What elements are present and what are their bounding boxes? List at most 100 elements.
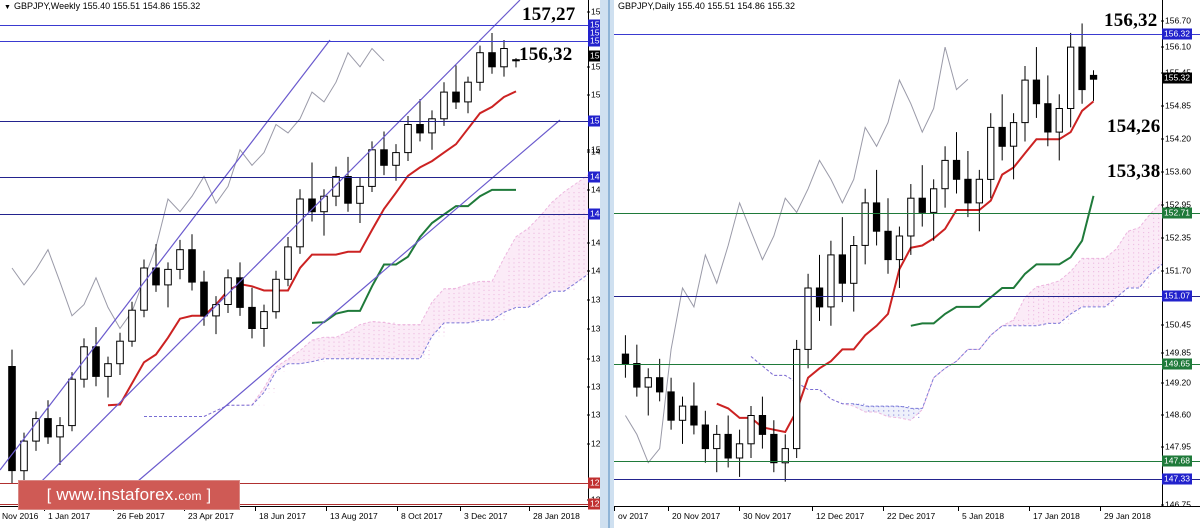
watermark-url: www.instaforex	[56, 485, 174, 504]
candle-body	[975, 178, 984, 204]
candle-body	[907, 197, 915, 237]
plot-area-weekly[interactable]: 157,27 156,32	[0, 0, 588, 506]
candle-body	[92, 346, 100, 377]
candle-body	[380, 149, 388, 166]
horizontal-price-level	[0, 41, 588, 42]
candle-body	[781, 448, 789, 464]
candle-body	[678, 405, 687, 421]
candle-body	[164, 268, 172, 286]
trendline	[17, 0, 521, 506]
plot-area-daily[interactable]: 156,32 154,26 153,38	[614, 0, 1200, 506]
chart-pane-daily[interactable]: 156,32 154,26 153,38 GBPJPY,Daily 155.40 1…	[600, 0, 1200, 528]
pane-divider[interactable]	[600, 0, 614, 528]
candle-body	[861, 202, 869, 246]
price-axis-tick: 133.10	[587, 382, 600, 392]
candle-body	[20, 440, 28, 472]
senkou-span-b	[144, 273, 588, 417]
chart-annotation: 156,32	[1104, 10, 1158, 31]
ichimoku-cloud	[933, 201, 1162, 378]
time-axis-weekly[interactable]: Nov 2016 1 Jan 2017 26 Feb 2017 23 Apr 2017…	[0, 506, 600, 528]
chart-pane-weekly[interactable]: 157,27 156,32 ▼ GBPJPY,Weekly 155.40 155.5…	[0, 0, 600, 528]
price-level-label: 155.32	[588, 50, 600, 62]
candle-body	[32, 418, 40, 442]
price-axis-tick: 129.15	[587, 439, 600, 449]
candle-body	[656, 377, 664, 393]
watermark-dot: .	[173, 485, 179, 504]
price-level-label: 151.07	[588, 115, 600, 127]
candle-body	[344, 176, 352, 204]
candle-body	[500, 48, 508, 68]
price-level-label: 144.85	[588, 208, 600, 220]
price-level-label: 127.01	[588, 477, 600, 489]
candle-body	[404, 124, 412, 154]
candle-body	[284, 246, 292, 280]
price-axis-tick: 152.35	[1161, 232, 1191, 243]
candle-body	[416, 124, 424, 134]
kijun-sen	[311, 188, 516, 324]
price-axis-tick: 146.85	[587, 185, 600, 195]
price-axis-tick: 150.75	[587, 145, 600, 155]
time-axis-tick: 20 Nov 2017	[667, 507, 721, 521]
candle-body	[176, 249, 184, 270]
horizontal-price-level	[614, 296, 1200, 297]
price-axis-tick: 156.10	[1161, 41, 1191, 52]
candle-body	[952, 159, 961, 180]
candle-body	[884, 230, 892, 261]
candle-body	[987, 126, 995, 180]
candle-body	[248, 306, 256, 329]
candle-body	[918, 197, 926, 213]
candle-body	[930, 188, 938, 213]
chart-annotation: 153,38	[1107, 161, 1161, 182]
candle-body	[332, 176, 340, 197]
candle-body	[1067, 46, 1075, 109]
candle-body	[633, 363, 641, 388]
candle-body	[827, 254, 835, 308]
candle-body	[1089, 74, 1098, 80]
price-level-label: 151.07	[1162, 290, 1192, 302]
chart-header-text-weekly: GBPJPY,Weekly 155.40 155.51 154.86 155.3…	[13, 1, 201, 11]
price-level-label: 152.71	[1162, 207, 1192, 219]
horizontal-price-level	[614, 213, 1200, 214]
price-axis-tick: 152.75	[587, 90, 600, 100]
time-axis-tick: 13 Aug 2017	[326, 507, 378, 521]
time-axis-daily[interactable]: ov 2017 20 Nov 2017 30 Nov 2017 12 Dec 2017…	[600, 506, 1200, 528]
price-axis-tick: 149.20	[1161, 377, 1191, 388]
horizontal-price-level	[0, 214, 588, 215]
price-axis-tick: 140.95	[587, 266, 600, 276]
candle-body	[850, 245, 858, 284]
chart-canvas-daily	[621, 23, 1162, 482]
candle-body	[701, 424, 709, 450]
candle-body	[44, 418, 52, 438]
time-axis-tick: 17 Jan 2018	[1029, 507, 1080, 521]
candle-body	[1021, 79, 1029, 124]
price-axis-tick: 154.85	[1161, 100, 1191, 111]
price-axis-weekly[interactable]: 158.65 154.70 152.75 150.75148.80 146.85 142.…	[587, 0, 600, 510]
chart-header-weekly: ▼ GBPJPY,Weekly 155.40 155.51 154.86 155.…	[4, 1, 200, 11]
time-axis-tick: 23 Apr 2017	[184, 507, 234, 521]
candle-body	[872, 202, 881, 232]
candle-body	[1032, 79, 1041, 105]
instaforex-watermark: [ www.instaforex.com ]	[18, 480, 240, 510]
horizontal-price-level	[614, 364, 1200, 365]
chikou-span	[11, 47, 385, 330]
collapse-caret-icon[interactable]: ▼	[4, 4, 11, 11]
chart-annotation: 157,27	[522, 4, 576, 25]
price-axis-daily[interactable]: 156.70156.10155.45154.85154.20153.60152.…	[1161, 0, 1200, 509]
candle-body	[770, 433, 778, 464]
price-axis-tick: 154.20	[1161, 133, 1191, 144]
price-level-label: 156.32	[1162, 28, 1192, 40]
time-axis-tick: 12 Dec 2017	[811, 507, 865, 521]
candle-body	[1078, 46, 1086, 91]
candle-body	[188, 249, 196, 283]
candle-body	[200, 281, 208, 317]
horizontal-price-level	[614, 479, 1200, 480]
horizontal-price-level	[0, 121, 588, 122]
candle-body	[838, 254, 846, 284]
tenkan-sen	[107, 90, 517, 407]
candle-body	[236, 277, 244, 308]
ichimoku-cloud	[853, 403, 923, 421]
price-axis-tick: 135.05	[587, 354, 600, 364]
candle-body	[392, 152, 400, 166]
candle-body	[815, 287, 824, 308]
candle-body	[464, 81, 472, 103]
